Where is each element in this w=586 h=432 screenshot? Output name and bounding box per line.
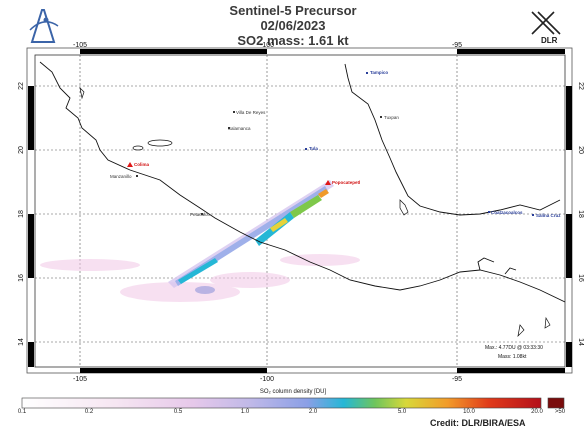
label-tuxpan: Tuxpan	[384, 115, 399, 120]
colorbar-label-20-0: 20.0	[531, 409, 543, 415]
colorbar-label-0-1: 0.1	[17, 409, 27, 415]
coastline	[39, 61, 565, 303]
label-tula: Tula	[309, 146, 318, 151]
colorbar-label-1-0: 1.0	[240, 409, 250, 415]
label-salamanca: Salamanca	[228, 126, 251, 131]
colorbar-title: SO₂ column density [DU]	[259, 389, 327, 395]
lat-tick-right-22: 22	[577, 82, 584, 90]
map-border-bottom	[80, 368, 565, 373]
label-popocatepetl: Popocatepetl	[332, 180, 360, 185]
lon-tick-bottom-3: -95	[452, 376, 462, 383]
label-villa-de-reyes: Villa De Reyes	[236, 110, 266, 115]
lat-tick-left-16: 16	[18, 274, 25, 282]
lon-tick-top-2: -100	[260, 42, 274, 49]
sentinel-logo-icon	[29, 9, 59, 43]
date-title: 02/06/2023	[260, 18, 326, 33]
place-markers	[127, 72, 534, 216]
max-value-text: Max.: 4.77DU @ 03:33:30	[485, 345, 543, 351]
colorbar-overflow-swatch	[547, 397, 565, 409]
lon-tick-top-1: -105	[73, 42, 87, 49]
colorbar-label-10-0: 10.0	[463, 409, 475, 415]
colorbar-label-2-0: 2.0	[308, 409, 318, 415]
lakes	[79, 86, 551, 338]
lat-tick-left-18: 18	[18, 210, 25, 218]
lon-tick-top-3: -95	[452, 42, 462, 49]
colorbar-label-0-2: 0.2	[84, 409, 94, 415]
lat-tick-left-14: 14	[18, 338, 25, 346]
lat-tick-right-18: 18	[577, 210, 584, 218]
lat-tick-left-22: 22	[18, 82, 25, 90]
lat-tick-right-14: 14	[577, 338, 584, 346]
lat-tick-left-20: 20	[18, 146, 25, 154]
lat-tick-right-20: 20	[577, 146, 584, 154]
label-colima: Colima	[134, 162, 150, 167]
label-tampico: Tampico	[370, 70, 388, 75]
dlr-logo-text: DLR	[541, 36, 558, 45]
lat-tick-right-16: 16	[577, 274, 584, 282]
lon-tick-bottom-1: -105	[73, 376, 87, 383]
dlr-logo-icon	[531, 11, 561, 35]
credit-text: Credit: DLR/BIRA/ESA	[430, 418, 526, 428]
colorbar-label-5-0: 5.0	[397, 409, 407, 415]
label-petacalco: Petacalco	[190, 212, 210, 217]
colorbar-label-0-5: 0.5	[173, 409, 183, 415]
title-block: Sentinel-5 Precursor 02/06/2023 SO2 mass…	[0, 3, 586, 48]
product-title: Sentinel-5 Precursor	[229, 3, 357, 18]
map-border-top	[80, 49, 565, 54]
map-border-right	[566, 86, 572, 367]
so2-plume	[168, 180, 334, 294]
label-coatzacoalcos: Coatzacoalcos	[491, 210, 523, 215]
mass-value-text: Mass: 1.08kt	[498, 354, 527, 360]
lon-tick-bottom-2: -100	[260, 376, 274, 383]
label-salina-cruz: Salina Cruz	[536, 213, 561, 218]
label-manzanillo: Manzanillo	[110, 174, 132, 179]
colorbar-gradient	[21, 397, 542, 409]
map-border-left	[28, 86, 34, 367]
so2-mass-title: SO2 mass: 1.61 kt	[237, 33, 349, 48]
colorbar-label-over-50: >50	[554, 409, 566, 415]
